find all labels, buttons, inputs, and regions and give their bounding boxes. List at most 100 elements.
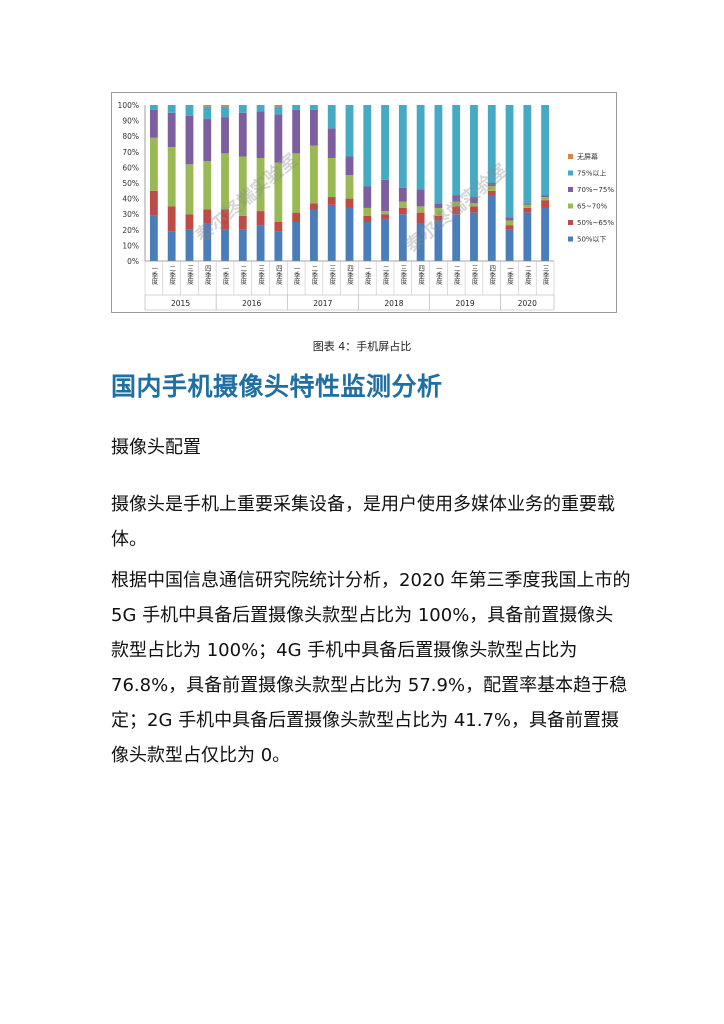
legend-swatch (568, 187, 573, 192)
legend-swatch (568, 154, 573, 159)
bar-segment (221, 153, 229, 210)
bar-segment (398, 105, 407, 188)
bar-segment (185, 214, 194, 230)
bar-segment (310, 145, 318, 204)
bar-segment (256, 158, 265, 212)
bar-segment (541, 105, 550, 196)
category-label: 二季度 (310, 265, 318, 286)
bar-segment (292, 222, 301, 261)
bar-segment (505, 229, 514, 261)
bar-segment (292, 212, 301, 222)
bar-segment (345, 198, 354, 208)
bar-segment (363, 222, 372, 261)
bar-segment (470, 206, 478, 213)
legend-label: 65~70% (577, 203, 608, 211)
bar-segment (434, 220, 443, 261)
bar-segment (149, 109, 158, 138)
y-tick-label: 0% (127, 257, 139, 266)
bar-segment (274, 162, 283, 222)
bar-segment (167, 231, 176, 261)
bar-segment (470, 197, 478, 204)
bar-segment (167, 206, 176, 232)
bar-segment (345, 175, 354, 199)
bar-segment (203, 105, 212, 107)
bar-segment (505, 225, 514, 230)
bar-segment (416, 206, 425, 213)
category-label: 一季度 (434, 265, 442, 286)
bar-segment (256, 211, 265, 226)
bar-segment (416, 212, 425, 224)
bar-segment (398, 187, 407, 202)
bar-segment (185, 115, 194, 165)
bar-segment (221, 106, 229, 118)
bar-segment (327, 128, 336, 159)
paragraph-statistics: 根据中国信息通信研究院统计分析，2020 年第三季度我国上市的 5G 手机中具备… (111, 570, 631, 766)
bar-segment (238, 112, 247, 157)
bar-segment (363, 207, 372, 216)
bar-segment (452, 195, 461, 202)
bar-segment (274, 231, 283, 261)
bar-segment (167, 105, 176, 113)
figure-caption: 图表 4：手机屏占比 (312, 340, 412, 353)
bar-segment (238, 229, 247, 261)
category-label: 四季度 (488, 265, 496, 286)
bar-segment (523, 207, 532, 213)
bar-segment (185, 105, 194, 116)
legend-swatch (568, 170, 573, 176)
bar-segment (470, 212, 478, 261)
category-label: 二季度 (381, 265, 389, 286)
category-label: 三季度 (185, 265, 193, 286)
bar-segment (381, 214, 389, 219)
bar-segment (381, 211, 389, 215)
bar-segment (221, 105, 229, 107)
bar-segment (149, 105, 158, 110)
bar-segment (221, 229, 229, 261)
bar-segment (470, 203, 478, 207)
y-tick-label: 90% (122, 117, 139, 126)
bar-segment (345, 207, 354, 261)
group-label: 2015 (171, 299, 190, 308)
category-label: 一季度 (506, 265, 514, 286)
bar-segment (523, 203, 532, 205)
bar-segment (452, 206, 461, 215)
y-tick-label: 30% (122, 210, 139, 219)
bar-segment (434, 105, 443, 204)
legend-label: 无屏幕 (577, 152, 598, 161)
y-tick-label: 10% (122, 241, 139, 250)
bar-segment (274, 222, 283, 232)
legend-swatch (568, 203, 573, 209)
bar-segment (203, 161, 212, 210)
category-label: 一季度 (221, 265, 229, 286)
bar-segment (327, 158, 336, 198)
bar-segment (256, 105, 265, 112)
bar-segment (256, 111, 265, 159)
bar-segment (434, 203, 443, 208)
y-tick-label: 80% (122, 132, 139, 141)
paragraph-intro: 摄像头是手机上重要采集设备，是用户使用多媒体业务的重要载体。 (111, 494, 615, 550)
bar-segment (523, 105, 532, 204)
bar-segment (398, 207, 407, 215)
bar-segment (381, 218, 389, 261)
bar-segment (345, 156, 354, 176)
bar-segment (310, 109, 318, 146)
y-tick-label: 60% (122, 163, 139, 172)
bar-segment (363, 105, 372, 187)
legend-label: 50%~65% (577, 219, 614, 227)
bar-segment (398, 201, 407, 208)
y-tick-label: 100% (118, 101, 139, 110)
category-label: 四季度 (346, 265, 354, 286)
category-label: 一季度 (292, 265, 300, 286)
y-tick-label: 70% (122, 148, 139, 157)
bar-segment (541, 197, 550, 201)
y-tick-label: 40% (122, 195, 139, 204)
category-label: 二季度 (168, 265, 176, 286)
bar-segment (327, 197, 336, 205)
category-label: 四季度 (274, 265, 282, 286)
bar-segment (345, 105, 354, 157)
bar-segment (434, 215, 443, 221)
category-label: 二季度 (523, 265, 531, 286)
bar-segment (541, 200, 550, 208)
bar-segment (185, 164, 194, 215)
category-label: 三季度 (399, 265, 407, 286)
legend-label: 75%以上 (577, 169, 607, 178)
